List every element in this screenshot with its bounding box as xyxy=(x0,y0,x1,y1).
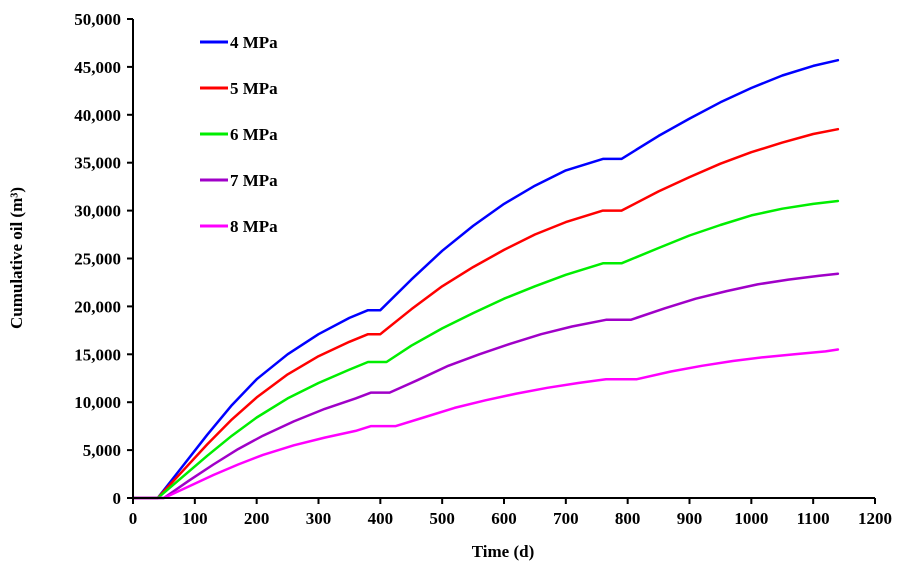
y-tick-label: 10,000 xyxy=(74,393,121,412)
y-tick-label: 25,000 xyxy=(74,250,121,269)
x-axis-title: Time (d) xyxy=(472,542,535,561)
y-tick-label: 15,000 xyxy=(74,345,121,364)
series-line-8-mpa xyxy=(131,348,840,500)
x-tick-label: 0 xyxy=(129,509,138,528)
x-tick-label: 1000 xyxy=(734,509,768,528)
series-layer xyxy=(131,58,840,500)
x-tick-label: 800 xyxy=(615,509,641,528)
x-tick-label: 500 xyxy=(429,509,455,528)
legend-label: 5 MPa xyxy=(230,79,278,98)
y-tick-label: 40,000 xyxy=(74,106,121,125)
series-line-7-mpa xyxy=(131,272,840,500)
y-tick-label: 35,000 xyxy=(74,154,121,173)
x-tick-label: 300 xyxy=(306,509,332,528)
legend-label: 6 MPa xyxy=(230,125,278,144)
x-tick-label: 1100 xyxy=(797,509,830,528)
legend-label: 4 MPa xyxy=(230,33,278,52)
legend: 4 MPa 5 MPa 6 MPa 7 MPa 8 MPa xyxy=(200,33,278,236)
series-line-6-mpa xyxy=(131,199,840,500)
x-tick-label: 600 xyxy=(491,509,517,528)
y-tick-label: 5,000 xyxy=(83,441,121,460)
y-axis-title: Cumulative oil (m³) xyxy=(7,187,26,329)
legend-label: 7 MPa xyxy=(230,171,278,190)
x-tick-label: 900 xyxy=(677,509,703,528)
y-tick-label: 50,000 xyxy=(74,10,121,29)
series-line-4-mpa xyxy=(131,58,840,500)
ticks-layer: 0 100 200 300 400 500 600 700 800 900 1000 1100 1200… xyxy=(74,10,892,528)
x-tick-label: 100 xyxy=(182,509,208,528)
y-tick-label: 45,000 xyxy=(74,58,121,77)
series-line-5-mpa xyxy=(131,127,840,500)
x-tick-label: 200 xyxy=(244,509,270,528)
y-tick-label: 30,000 xyxy=(74,202,121,221)
legend-label: 8 MPa xyxy=(230,217,278,236)
y-tick-label: 0 xyxy=(113,489,122,508)
y-tick-label: 20,000 xyxy=(74,297,121,316)
x-tick-label: 700 xyxy=(553,509,579,528)
x-tick-label: 1200 xyxy=(858,509,892,528)
x-tick-label: 400 xyxy=(368,509,394,528)
